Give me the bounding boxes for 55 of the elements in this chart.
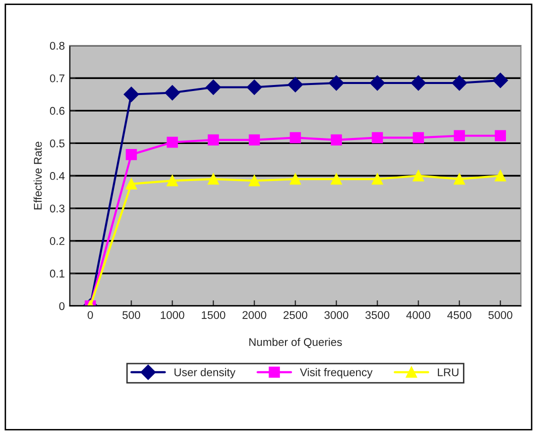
y-tick-label: 0.8 — [50, 42, 64, 50]
point — [330, 134, 342, 146]
legend-label: Visit frequency — [300, 368, 373, 378]
point — [290, 132, 301, 144]
point — [288, 77, 303, 92]
point — [494, 170, 506, 182]
point — [410, 75, 426, 91]
point — [166, 136, 178, 148]
point — [454, 130, 465, 142]
x-tick-label: 4500 — [447, 311, 472, 319]
point — [208, 173, 219, 185]
x-tick-label: 500 — [122, 311, 140, 319]
x-tick-label: 5000 — [488, 311, 512, 319]
y-axis-title: Effective Rate — [34, 142, 42, 210]
x-tick-label: 0 — [88, 311, 93, 319]
point — [330, 173, 342, 185]
y-tick-label: 0.3 — [50, 204, 64, 212]
point — [166, 175, 178, 186]
y-tick-label: 0.4 — [50, 172, 65, 180]
x-tick-label: 3500 — [365, 311, 390, 319]
point — [126, 149, 137, 160]
point — [370, 75, 385, 91]
point — [494, 130, 506, 142]
point — [328, 75, 344, 91]
point — [290, 173, 301, 185]
x-tick-label: 4000 — [406, 311, 430, 319]
point — [206, 80, 221, 95]
point — [492, 72, 508, 88]
y-tick-label: 0.5 — [50, 139, 64, 148]
y-tick-label: 0.7 — [50, 74, 64, 82]
point — [164, 85, 180, 100]
point — [454, 173, 465, 185]
x-tick-label: 2000 — [242, 311, 266, 319]
point — [248, 134, 260, 146]
point — [208, 134, 219, 146]
x-tick-label: 1500 — [202, 311, 226, 319]
legend-label: User density — [174, 368, 236, 378]
y-tick-label: 0.2 — [50, 237, 64, 246]
y-tick-label: 0.6 — [50, 106, 64, 115]
legend-label: LRU — [438, 368, 458, 376]
x-tick-label: 1000 — [160, 311, 184, 319]
y-tick-label: 0.1 — [50, 270, 64, 278]
x-tick-label: 2500 — [284, 311, 308, 319]
point — [452, 75, 467, 91]
point — [412, 170, 424, 182]
point — [126, 178, 137, 190]
point — [248, 175, 260, 186]
point — [246, 80, 262, 95]
x-axis-title: Number of Queries — [249, 338, 342, 348]
point — [372, 173, 383, 185]
point — [372, 132, 383, 144]
point — [412, 132, 424, 144]
point — [124, 86, 139, 102]
y-tick-label: 0 — [59, 302, 65, 310]
x-tick-label: 3000 — [324, 311, 348, 319]
